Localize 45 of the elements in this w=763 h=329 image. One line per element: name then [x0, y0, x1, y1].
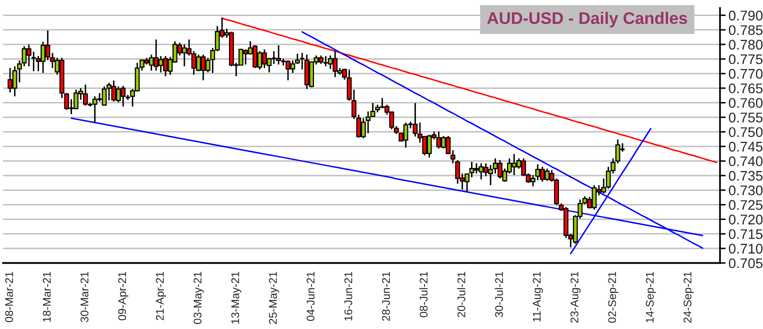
x-tick-label: 13-May-21	[231, 272, 242, 324]
x-tick-label: 14-Sep-21	[646, 272, 656, 322]
x-tick-label: 21-Apr-21	[156, 272, 166, 320]
y-tick-label: 0.750	[728, 127, 763, 138]
y-tick-label: 0.780	[728, 40, 763, 50]
y-tick-label: 0.740	[728, 156, 763, 166]
x-tick-label: 11-Aug-21	[532, 272, 543, 322]
y-tick-label: 0.705	[728, 258, 763, 268]
x-tick-label: 04-Jun-21	[306, 272, 315, 321]
y-tick-label: 0.770	[728, 68, 763, 79]
y-tick-label: 0.765	[728, 83, 763, 94]
candlestick	[8, 67, 13, 94]
x-tick-label: 02-Sep-21	[608, 272, 618, 323]
x-tick-label: 08-Mar-21	[5, 272, 14, 322]
x-tick-label: 08-Jul-21	[419, 272, 428, 318]
chart-title: AUD-USD - Daily Candles	[487, 12, 688, 28]
candlestick	[270, 50, 277, 65]
x-tick-label: 20-Jul-21	[457, 272, 466, 318]
candlestick	[92, 96, 98, 124]
x-tick-label: 23-Aug-21	[570, 272, 581, 323]
x-tick-label: 03-May-21	[194, 272, 204, 324]
y-tick-label: 0.735	[728, 170, 763, 181]
candlestick	[379, 97, 386, 109]
y-tick-label: 0.745	[728, 142, 763, 152]
x-tick-label: 09-Apr-21	[118, 272, 128, 320]
x-tick-label: 30-Mar-21	[80, 272, 88, 322]
x-tick-label: 18-Mar-21	[42, 272, 51, 322]
y-tick-label: 0.710	[728, 244, 763, 254]
y-tick-label: 0.715	[728, 229, 763, 240]
y-tick-label: 0.760	[728, 98, 763, 108]
y-tick-label: 0.720	[728, 214, 763, 224]
x-tick-label: 24-Sep-21	[684, 272, 694, 323]
candlestick	[26, 44, 32, 67]
x-tick-label: 25-May-21	[268, 272, 280, 324]
y-tick-label: 0.775	[728, 54, 763, 64]
x-tick-label: 16-Jun-21	[344, 272, 352, 321]
y-tick-label: 0.730	[728, 185, 763, 196]
candlestick	[322, 55, 329, 67]
candlestick	[276, 44, 282, 66]
x-tick-label: 28-Jun-21	[382, 272, 390, 321]
y-tick-label: 0.725	[728, 200, 763, 210]
y-tick-label: 0.755	[728, 112, 763, 122]
y-tick-label: 0.785	[728, 25, 763, 36]
x-tick-label: 30-Jul-21	[494, 272, 503, 318]
y-tick-label: 0.790	[728, 10, 763, 20]
